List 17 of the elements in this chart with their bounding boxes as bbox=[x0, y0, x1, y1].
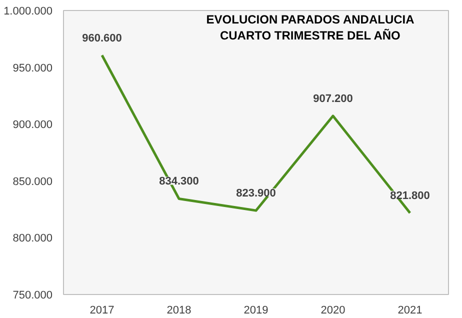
y-tick-label: 900.000 bbox=[12, 119, 53, 132]
y-tick-label: 800.000 bbox=[12, 232, 53, 245]
x-tick-label: 2020 bbox=[320, 304, 346, 316]
data-label: 960.600 bbox=[82, 32, 122, 44]
x-tick-label: 2019 bbox=[244, 304, 268, 316]
data-label: 907.200 bbox=[313, 92, 353, 105]
text: EVOLUCION PARADOS ANDALUCIA CUARTO TRIMESTRE DEL AÑO bbox=[206, 12, 415, 42]
data-label: 821.800 bbox=[390, 190, 430, 202]
data-label: 834.300 bbox=[159, 176, 199, 188]
x-tick-label: 2021 bbox=[398, 304, 422, 316]
x-tick-label: 2017 bbox=[90, 304, 114, 316]
y-tick-label: 850.000 bbox=[12, 176, 53, 188]
data-label: 823.900 bbox=[236, 188, 276, 200]
y-tick-label: 950.000 bbox=[12, 62, 53, 74]
x-tick-label: 2018 bbox=[166, 304, 192, 316]
y-tick-label: 750.000 bbox=[12, 290, 53, 302]
y-tick-label: 1.000.000 bbox=[4, 6, 52, 18]
